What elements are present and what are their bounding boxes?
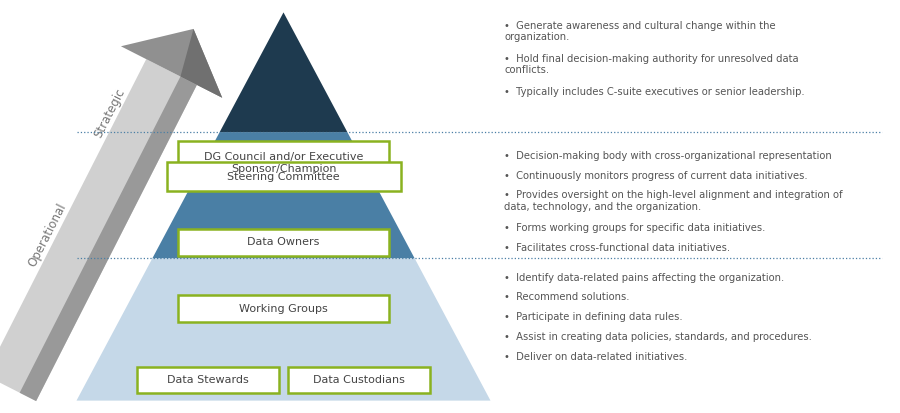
Text: •  Recommend solutions.: • Recommend solutions. bbox=[504, 292, 629, 302]
FancyBboxPatch shape bbox=[137, 367, 279, 393]
Text: •  Assist in creating data policies, standards, and procedures.: • Assist in creating data policies, stan… bbox=[504, 332, 812, 342]
Text: Operational: Operational bbox=[25, 201, 68, 269]
FancyBboxPatch shape bbox=[178, 141, 389, 185]
Polygon shape bbox=[180, 29, 222, 98]
Polygon shape bbox=[76, 258, 490, 401]
Text: •  Provides oversight on the high-level alignment and integration of
data, techn: • Provides oversight on the high-level a… bbox=[504, 190, 842, 212]
FancyBboxPatch shape bbox=[288, 367, 430, 393]
FancyBboxPatch shape bbox=[178, 295, 389, 322]
Text: Working Groups: Working Groups bbox=[239, 304, 328, 314]
Text: •  Identify data-related pains affecting the organization.: • Identify data-related pains affecting … bbox=[504, 273, 784, 282]
Text: •  Deliver on data-related initiatives.: • Deliver on data-related initiatives. bbox=[504, 352, 688, 362]
Text: •  Typically includes C-suite executives or senior leadership.: • Typically includes C-suite executives … bbox=[504, 87, 805, 97]
Polygon shape bbox=[20, 76, 197, 401]
Text: •  Facilitates cross-functional data initiatives.: • Facilitates cross-functional data init… bbox=[504, 243, 730, 253]
FancyBboxPatch shape bbox=[166, 161, 400, 191]
Polygon shape bbox=[152, 132, 415, 258]
Text: Data Stewards: Data Stewards bbox=[167, 375, 248, 385]
Text: •  Generate awareness and cultural change within the
organization.: • Generate awareness and cultural change… bbox=[504, 21, 776, 42]
Text: •  Hold final decision-making authority for unresolved data
conflicts.: • Hold final decision-making authority f… bbox=[504, 54, 798, 75]
Text: Strategic: Strategic bbox=[91, 86, 127, 140]
Text: Data Owners: Data Owners bbox=[248, 237, 320, 247]
Text: DG Council and/or Executive
Sponsor/Champion: DG Council and/or Executive Sponsor/Cham… bbox=[203, 152, 364, 174]
Text: Data Custodians: Data Custodians bbox=[313, 375, 405, 385]
Text: •  Continuously monitors progress of current data initiatives.: • Continuously monitors progress of curr… bbox=[504, 171, 807, 180]
Polygon shape bbox=[0, 59, 197, 401]
Text: •  Participate in defining data rules.: • Participate in defining data rules. bbox=[504, 312, 682, 322]
Text: •  Decision-making body with cross-organizational representation: • Decision-making body with cross-organi… bbox=[504, 151, 832, 161]
Text: Steering Committee: Steering Committee bbox=[227, 171, 340, 182]
Polygon shape bbox=[121, 29, 222, 98]
Text: •  Forms working groups for specific data initiatives.: • Forms working groups for specific data… bbox=[504, 223, 765, 233]
Polygon shape bbox=[220, 12, 347, 132]
FancyBboxPatch shape bbox=[178, 229, 389, 256]
